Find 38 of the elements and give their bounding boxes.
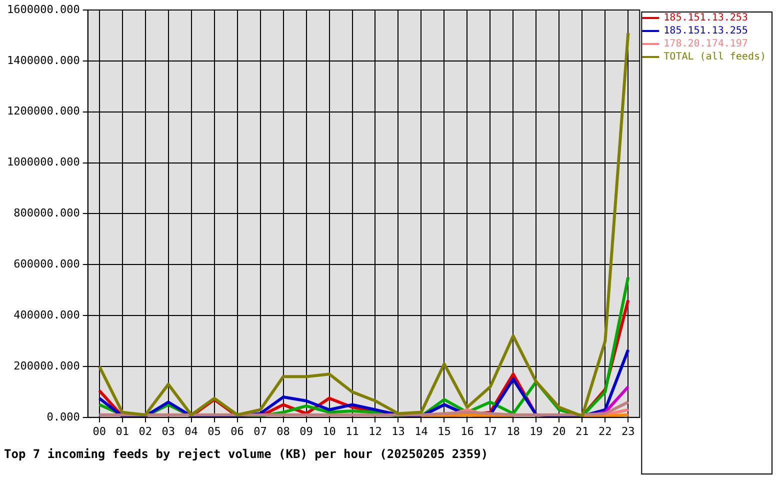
x-tick-label: 19 [530,424,543,438]
x-tick-label: 20 [552,424,566,438]
x-tick-label: 04 [184,424,198,438]
x-tick-label: 07 [254,424,267,438]
x-tick-label: 00 [92,424,106,438]
x-tick-label: 15 [438,424,451,438]
x-tick-label: 11 [346,424,359,438]
legend-label: TOTAL (all feeds) [664,52,766,63]
legend-label: 185.151.13.253 [664,12,748,24]
y-tick-label: 1000000.000 [6,156,80,169]
x-tick-label: 03 [162,424,175,438]
text: Top 7 incoming feeds by reject volume (KB) per hour (20250205 2359) [4,446,488,461]
x-tick-label: 02 [138,424,152,438]
x-tick-label: 23 [622,424,635,438]
x-tick-label: 18 [506,424,520,438]
legend-label: 185.151.13.255 [664,26,748,37]
y-tick-label: 1600000.000 [6,2,80,16]
x-tick-label: 10 [322,424,336,438]
x-tick-label: 14 [414,424,428,438]
x-tick-label: 06 [230,424,244,438]
x-tick-label: 08 [276,424,290,438]
y-tick-label: 400000.000 [14,308,80,322]
x-tick-label: 01 [116,424,129,438]
y-tick-label: 1400000.000 [6,54,80,67]
x-tick-label: 09 [300,424,313,438]
y-tick-label: 200000.000 [14,359,80,372]
x-tick-label: 17 [484,424,497,438]
x-tick-label: 12 [368,424,382,438]
y-tick-label: 0.000 [46,410,80,424]
x-tick-label: 16 [460,424,474,438]
x-tick-label: 22 [598,424,612,438]
y-tick-label: 800000.000 [14,206,80,220]
y-tick-label: 1200000.000 [6,104,80,118]
x-tick-label: 21 [576,424,589,438]
x-tick-label: 13 [392,424,405,438]
y-tick-label: 600000.000 [14,257,80,270]
x-tick-label: 05 [208,424,221,438]
legend-label: 178.20.174.197 [664,38,748,50]
